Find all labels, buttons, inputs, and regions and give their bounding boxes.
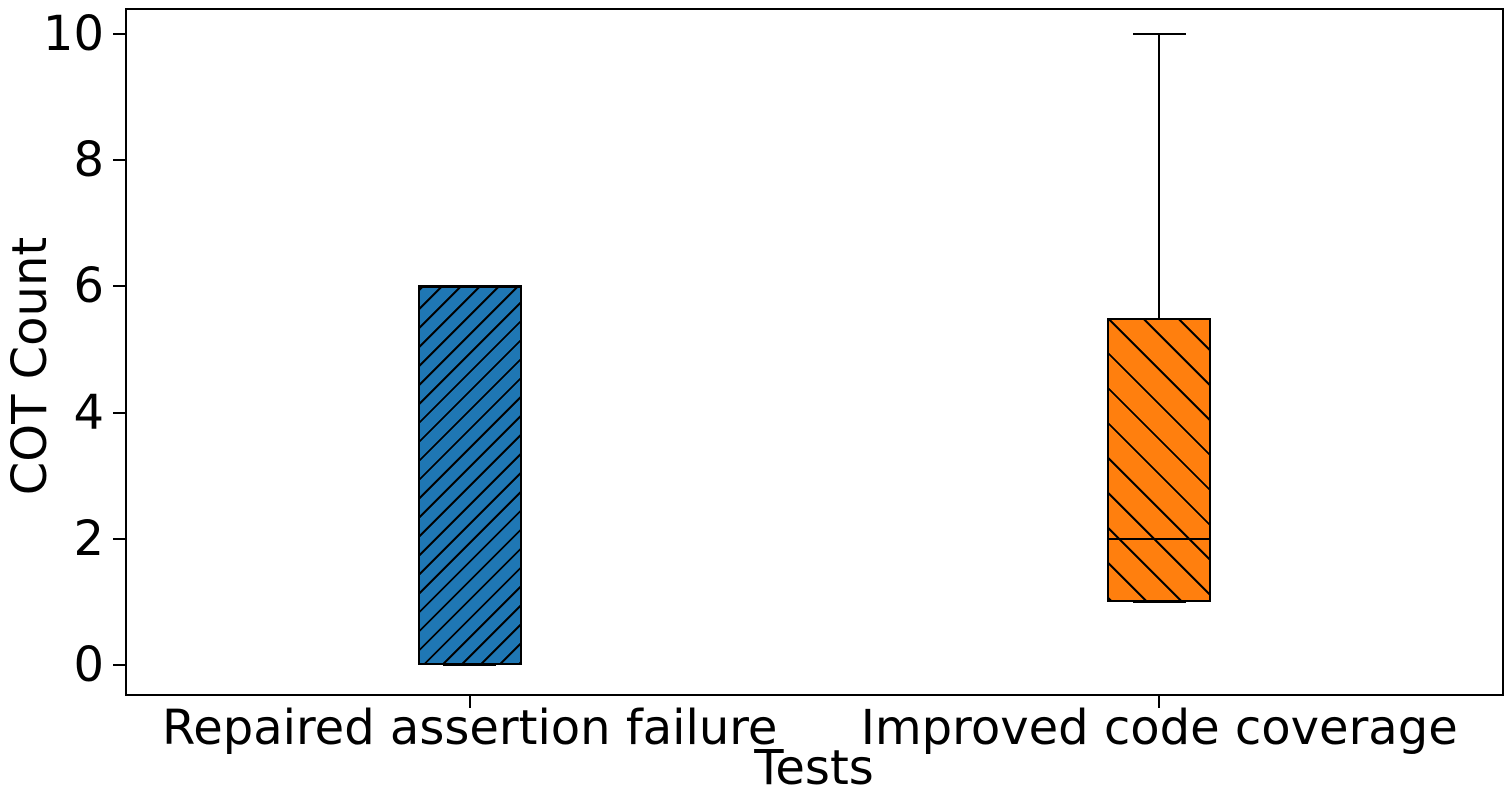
y-tick-label: 2 [73,510,104,567]
y-tick-mark [113,32,125,35]
y-tick-mark [113,411,125,414]
y-tick-mark [113,285,125,288]
upper-whisker-cap [1132,32,1186,35]
y-tick-label: 4 [73,384,104,441]
x-tick-mark [1158,696,1161,708]
median-line [1107,537,1212,540]
y-tick-mark [113,537,125,540]
median-line [417,285,522,288]
y-tick-mark [113,159,125,162]
plot-area [125,8,1504,696]
y-tick-label: 0 [73,637,104,694]
x-axis-label: Tests [754,740,874,796]
lower-whisker-cap [1132,600,1186,603]
y-tick-label: 10 [42,5,104,62]
box-body [1107,317,1212,602]
y-tick-mark [113,664,125,667]
lower-whisker-cap [443,664,497,667]
upper-whisker-line [1158,33,1161,318]
x-tick-label: Repaired assertion failure [162,700,778,756]
y-tick-label: 8 [73,132,104,189]
x-tick-mark [468,696,471,708]
y-tick-label: 6 [73,258,104,315]
box-body [417,286,522,666]
x-tick-label: Improved code coverage [860,700,1458,756]
